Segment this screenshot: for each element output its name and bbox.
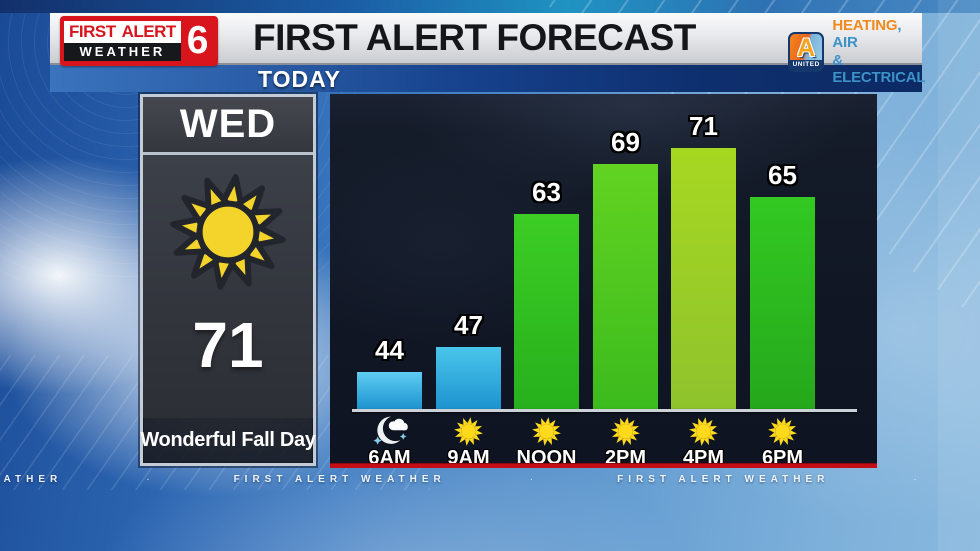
hour-cell: 6PM [740,416,825,470]
sunny-icon [610,416,641,446]
sponsor-line1-blue: , AIR [832,17,902,52]
brand-weather: WEATHER [64,43,181,61]
ticker-item: FIRST ALERT WEATHER [617,473,830,485]
red-accent-line [330,463,877,468]
temp-value-label: 44 [375,335,404,365]
temperature-value: 71 [192,309,264,381]
temp-bar [436,347,501,409]
sunny-icon [453,416,484,446]
temp-value-label: 69 [611,127,640,157]
temp-value-label: 65 [768,160,797,190]
temp-bar [671,148,736,409]
moon-cloud-icon [370,416,410,446]
axis-baseline [352,409,857,412]
sunny-icon [169,173,287,291]
sponsor-logo: A UNITED HEATING, AIR & ELECTRICAL [788,17,929,86]
hour-cell: 2PM [583,416,668,470]
day-panel: WED 71 Wonderful Fall Day [140,94,316,466]
today-label: TODAY [258,66,341,92]
hour-cell: 4PM [661,416,746,470]
ticker-item: FIRST ALERT WEATHER [233,473,446,485]
ticker-separator: · [529,473,534,485]
page-title: FIRST ALERT FORECAST [253,17,696,58]
temp-bar [593,164,658,409]
sponsor-line1-orange: HEATING [832,17,898,34]
brand-first: FIRST [69,22,116,41]
day-caption: Wonderful Fall Day [140,418,316,463]
sponsor-text: HEATING, AIR & ELECTRICAL [832,17,929,86]
sunny-icon [531,416,562,446]
ticker: FIRST ALERT WEATHER · FIRST ALERT WEATHER ·… [0,470,980,488]
temp-bar [514,214,579,409]
temp-value-label: 71 [689,111,718,141]
top-sky-band [0,0,980,13]
right-light-band [938,0,980,551]
station-logo-text: FIRST ALERT WEATHER [64,21,181,61]
sponsor-line2: & ELECTRICAL [832,51,926,86]
hour-cell: 6AM [347,416,432,470]
badge-name: UNITED [790,59,823,70]
hour-cell: 9AM [426,416,511,470]
ticker-separator: · [913,473,917,485]
temp-bar [750,197,815,409]
badge-letter: A [797,33,816,62]
temp-bar [357,372,422,409]
forecast-chart-panel: 44 47 63 69 71 65 6AM 9AM NOON 2PM 4PM 6PM [330,94,877,469]
day-panel-body: 71 [143,155,313,418]
brand-alert: ALERT [121,22,177,41]
temp-value-label: 47 [454,310,483,340]
hour-cell: NOON [504,416,589,470]
day-name: WED [143,97,313,155]
ticker-item: FIRST ALERT WEATHER [0,473,63,485]
header-banner: FIRST ALERT WEATHER 6 FIRST ALERT FORECA… [50,13,926,86]
sunny-icon [688,416,719,446]
channel-6-logo: 6 [186,19,209,62]
station-logo: FIRST ALERT WEATHER 6 [60,16,219,66]
bars-layer: 44 47 63 69 71 65 [330,94,877,409]
sunny-icon [767,416,798,446]
icons-layer: 6AM 9AM NOON 2PM 4PM 6PM [330,416,877,469]
temp-value-label: 63 [532,177,561,207]
united-badge-icon: A UNITED [788,31,825,72]
ticker-separator: · [146,473,150,485]
